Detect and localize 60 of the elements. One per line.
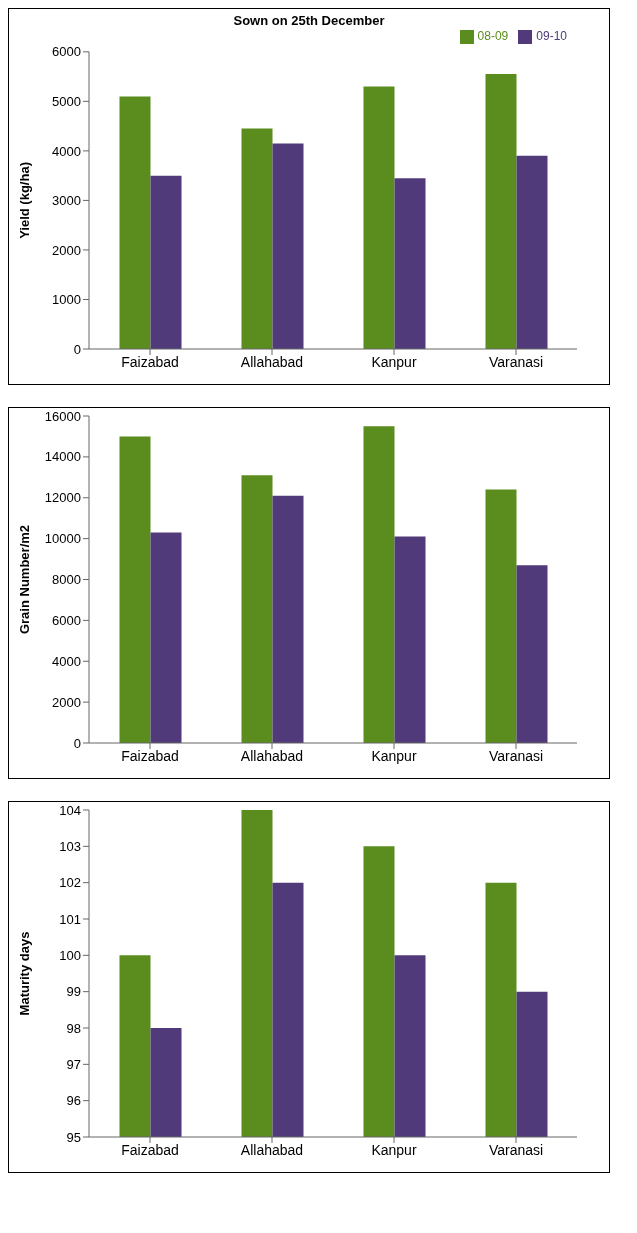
y-tick-label: 6000 <box>52 44 81 60</box>
y-tick-label: 98 <box>66 1020 81 1036</box>
y-axis-title: Grain Number/m2 <box>16 524 32 635</box>
bar <box>150 532 182 743</box>
bar <box>272 143 304 349</box>
y-tick-label: 100 <box>59 947 81 963</box>
y-tick-label: 4000 <box>52 653 81 669</box>
x-tick-label: Allahabad <box>240 1141 304 1158</box>
y-axis-title: Maturity days <box>16 931 32 1016</box>
y-tick-label: 1000 <box>52 292 81 308</box>
y-tick-label: 95 <box>66 1129 81 1145</box>
x-tick-label: Faizabad <box>121 353 179 370</box>
bar <box>150 175 182 349</box>
y-tick-label: 2000 <box>52 242 81 258</box>
y-tick-label: 3000 <box>52 193 81 209</box>
x-tick-label: Varanasi <box>488 1141 544 1158</box>
y-tick-label: 2000 <box>52 694 81 710</box>
y-tick-label: 103 <box>59 838 81 854</box>
x-tick-label: Varanasi <box>488 353 544 370</box>
y-tick-label: 96 <box>66 1093 81 1109</box>
bar <box>272 495 304 743</box>
bar <box>394 536 426 743</box>
bar <box>119 436 151 743</box>
y-tick-label: 12000 <box>44 490 81 506</box>
y-tick-label: 102 <box>59 875 81 891</box>
y-tick-label: 99 <box>66 984 81 1000</box>
legend-label: 09-10 <box>536 29 567 43</box>
bar <box>241 128 273 349</box>
y-tick-label: 8000 <box>52 572 81 588</box>
bar <box>516 155 548 349</box>
x-tick-label: Faizabad <box>121 1141 179 1158</box>
x-tick-label: Kanpur <box>371 353 417 370</box>
bar <box>516 565 548 743</box>
y-tick-label: 16000 <box>44 408 81 424</box>
y-tick-label: 97 <box>66 1056 81 1072</box>
bar <box>485 489 517 743</box>
bar <box>485 74 517 349</box>
x-tick-label: Kanpur <box>371 1141 417 1158</box>
legend-label: 08-09 <box>477 29 509 43</box>
y-tick-label: 5000 <box>52 93 81 109</box>
bar <box>119 96 151 349</box>
y-tick-label: 6000 <box>52 612 81 628</box>
bar <box>394 178 426 349</box>
bar <box>241 475 273 743</box>
y-tick-label: 101 <box>59 911 81 927</box>
x-tick-label: Kanpur <box>371 747 417 764</box>
x-tick-label: Varanasi <box>488 747 544 764</box>
bar <box>363 86 395 349</box>
y-tick-label: 0 <box>73 735 81 751</box>
bar <box>363 426 395 743</box>
x-tick-label: Faizabad <box>121 747 179 764</box>
y-axis-title: Yield (kg/ha) <box>16 162 32 239</box>
y-tick-label: 104 <box>59 802 81 818</box>
y-tick-label: 0 <box>73 341 81 357</box>
y-tick-label: 10000 <box>44 531 81 547</box>
y-tick-label: 4000 <box>52 143 81 159</box>
x-tick-label: Allahabad <box>240 747 304 764</box>
x-tick-label: Allahabad <box>240 353 304 370</box>
chart-title: Sown on 25th December <box>232 13 386 29</box>
y-tick-label: 14000 <box>44 449 81 465</box>
